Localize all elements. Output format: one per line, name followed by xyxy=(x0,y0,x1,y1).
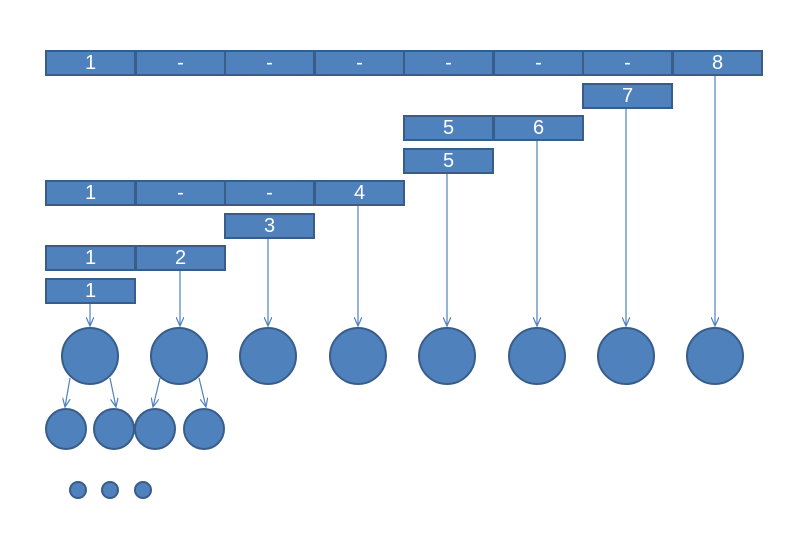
row-56-cell-2: 6 xyxy=(493,115,584,141)
small-node-4 xyxy=(183,408,225,450)
large-node-2 xyxy=(150,327,208,385)
row-top-cell-3: - xyxy=(224,50,315,76)
row-3-cell-1: 3 xyxy=(224,213,315,239)
row-1--4-cell-1: 1 xyxy=(45,180,136,206)
row-12-cell-2: 2 xyxy=(135,245,226,271)
large-node-6 xyxy=(508,327,566,385)
row-7-cell-1: 7 xyxy=(582,83,673,109)
large-node-5 xyxy=(418,327,476,385)
row-top-cell-8: 8 xyxy=(672,50,763,76)
arrow-layer xyxy=(65,76,715,407)
row-56-cell-1: 5 xyxy=(403,115,494,141)
row-1--4-cell-3: - xyxy=(224,180,315,206)
row-top-cell-5: - xyxy=(403,50,494,76)
row-top-cell-6: - xyxy=(493,50,584,76)
row-1--4-cell-2: - xyxy=(135,180,226,206)
small-node-3 xyxy=(134,408,176,450)
large-node-4 xyxy=(329,327,387,385)
row-top-cell-7: - xyxy=(582,50,673,76)
large-node-1 xyxy=(61,327,119,385)
row-top-cell-2: - xyxy=(135,50,226,76)
large-node-3 xyxy=(239,327,297,385)
row-top-cell-1: 1 xyxy=(45,50,136,76)
arrow-child-1a xyxy=(65,377,71,407)
row-1-cell-1: 1 xyxy=(45,278,136,304)
ellipsis-dot-3 xyxy=(134,481,152,499)
row-top-cell-4: - xyxy=(314,50,405,76)
ellipsis-dot-2 xyxy=(101,481,119,499)
row-5-cell-1: 5 xyxy=(403,148,494,174)
arrow-child-2b xyxy=(198,377,206,407)
ellipsis-dot-1 xyxy=(69,481,87,499)
small-node-1 xyxy=(45,408,87,450)
small-node-2 xyxy=(93,408,135,450)
arrow-child-1b xyxy=(109,377,116,407)
row-12-cell-1: 1 xyxy=(45,245,136,271)
arrow-child-2a xyxy=(153,377,161,407)
row-1--4-cell-4: 4 xyxy=(314,180,405,206)
large-node-7 xyxy=(597,327,655,385)
large-node-8 xyxy=(686,327,744,385)
